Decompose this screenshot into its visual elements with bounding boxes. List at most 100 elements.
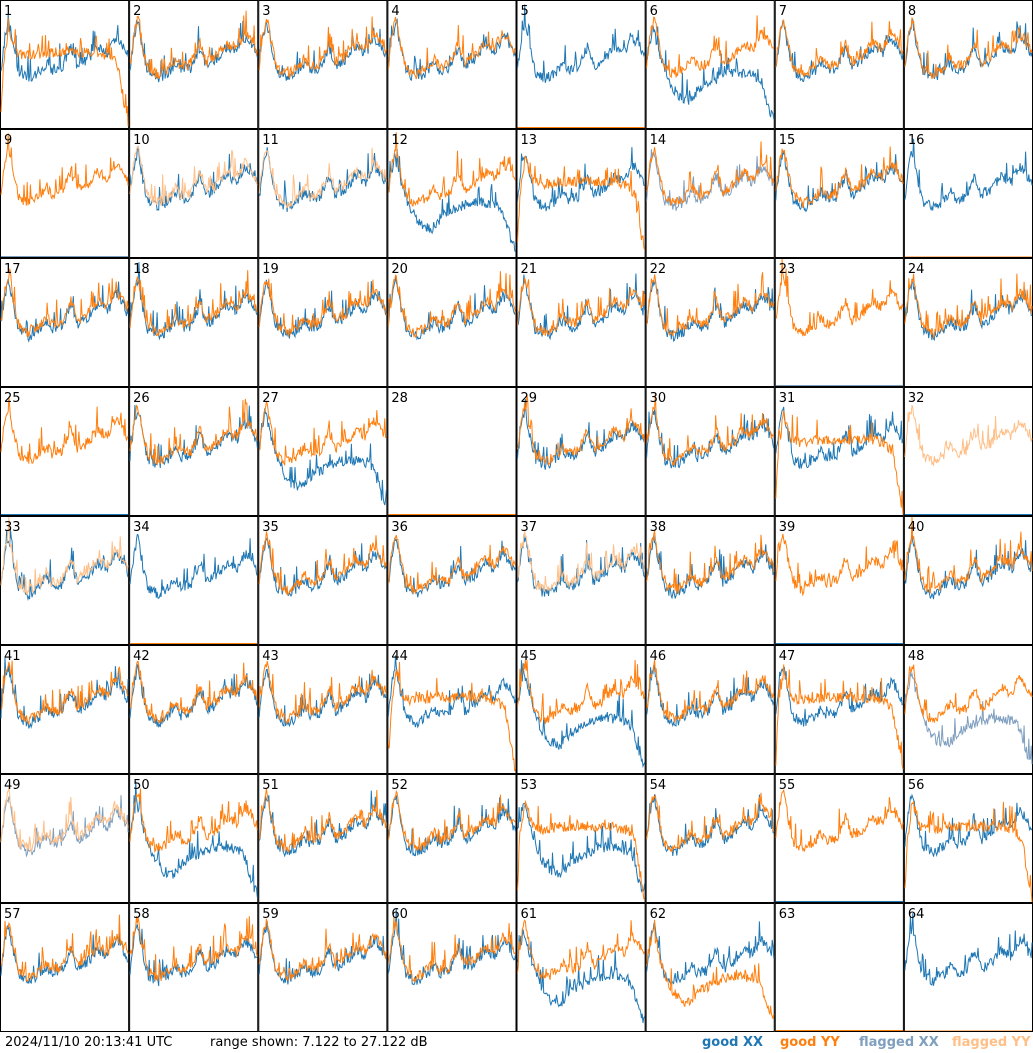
panel-43: 43 xyxy=(258,645,388,774)
series-yy-line xyxy=(775,258,904,337)
panel-9: 9 xyxy=(0,129,130,258)
panel-39: 39 xyxy=(774,516,904,645)
panel-24: 24 xyxy=(903,258,1033,387)
panel-16: 16 xyxy=(903,129,1033,258)
panel-label: 29 xyxy=(521,391,538,406)
series-yy-line xyxy=(129,145,258,206)
series-yy-line xyxy=(904,801,1033,903)
panel-label: 56 xyxy=(908,778,925,793)
panel-frame xyxy=(903,258,1033,387)
panel-48: 48 xyxy=(903,645,1033,774)
panel-36: 36 xyxy=(387,516,517,645)
series-yy-line xyxy=(775,410,904,515)
series-yy-line xyxy=(388,132,516,207)
series-yy-line xyxy=(387,916,516,983)
series-yy-line xyxy=(258,16,387,79)
series-yy-line xyxy=(517,799,646,900)
panel-label: 10 xyxy=(133,133,150,148)
panel-label: 2 xyxy=(133,4,141,19)
panel-frame xyxy=(645,0,775,129)
series-xx-line xyxy=(129,145,258,212)
panel-label: 30 xyxy=(650,391,667,406)
panel-label: 27 xyxy=(262,391,279,406)
series-yy-line xyxy=(258,147,387,209)
panel-label: 23 xyxy=(779,262,796,277)
panel-12: 12 xyxy=(387,129,517,258)
panel-frame xyxy=(129,516,259,645)
panel-label: 60 xyxy=(391,907,408,922)
panel-34: 34 xyxy=(129,516,259,645)
panel-frame xyxy=(387,516,517,645)
panel-label: 64 xyxy=(908,907,925,922)
panel-33: 33 xyxy=(0,516,130,645)
panel-37: 37 xyxy=(516,516,646,645)
panel-59: 59 xyxy=(258,903,388,1032)
panel-60: 60 xyxy=(387,903,517,1032)
series-xx-line xyxy=(387,148,516,252)
panel-frame xyxy=(774,129,904,258)
panel-32: 32 xyxy=(903,387,1033,516)
panel-19: 19 xyxy=(258,258,388,387)
panel-label: 50 xyxy=(133,778,150,793)
series-xx-line xyxy=(0,14,129,82)
panel-52: 52 xyxy=(387,774,517,903)
panel-label: 61 xyxy=(521,907,538,922)
panel-label: 6 xyxy=(650,4,658,19)
panel-label: 20 xyxy=(391,262,408,277)
panel-label: 55 xyxy=(779,778,796,793)
panel-label: 21 xyxy=(521,262,538,277)
panel-label: 13 xyxy=(521,133,538,148)
panel-frame xyxy=(258,516,388,645)
panel-label: 38 xyxy=(650,520,667,535)
series-xx-line xyxy=(129,262,258,341)
panel-49: 49 xyxy=(0,774,130,903)
panel-label: 22 xyxy=(650,262,667,277)
panel-label: 43 xyxy=(262,649,279,664)
timestamp-label: 2024/11/10 20:13:41 UTC xyxy=(5,1035,173,1050)
panel-frame xyxy=(129,774,259,903)
panel-label: 32 xyxy=(908,391,925,406)
panel-1: 1 xyxy=(0,0,130,129)
series-xx-line xyxy=(129,533,258,599)
series-xx-line xyxy=(646,665,775,728)
panel-45: 45 xyxy=(516,645,646,774)
panel-frame xyxy=(129,387,259,516)
panel-label: 9 xyxy=(4,133,12,148)
panel-frame xyxy=(387,387,517,516)
panel-label: 39 xyxy=(779,520,796,535)
panel-64: 64 xyxy=(903,903,1033,1032)
series-yy-line xyxy=(904,405,1033,466)
panel-31: 31 xyxy=(774,387,904,516)
panel-5: 5 xyxy=(516,0,646,129)
panel-label: 26 xyxy=(133,391,150,406)
series-yy-line xyxy=(517,394,646,467)
legend-good-yy: good YY xyxy=(780,1035,840,1050)
series-yy-line xyxy=(517,278,646,336)
panel-frame xyxy=(645,129,775,258)
panel-label: 52 xyxy=(391,778,408,793)
panel-frame xyxy=(0,0,130,129)
panel-26: 26 xyxy=(129,387,259,516)
panel-22: 22 xyxy=(645,258,775,387)
panel-label: 8 xyxy=(908,4,916,19)
panel-label: 18 xyxy=(133,262,150,277)
panel-label: 5 xyxy=(521,4,529,19)
panel-label: 24 xyxy=(908,262,925,277)
panel-38: 38 xyxy=(645,516,775,645)
series-yy-line xyxy=(0,516,129,595)
series-yy-line xyxy=(0,787,129,854)
series-yy-line xyxy=(904,516,1033,594)
series-yy-line xyxy=(646,530,775,594)
panel-55: 55 xyxy=(774,774,904,903)
series-yy-line xyxy=(775,18,904,77)
series-yy-line xyxy=(387,789,516,852)
series-xx-line xyxy=(387,276,516,341)
panel-8: 8 xyxy=(903,0,1033,129)
panel-frame xyxy=(516,258,646,387)
panel-label: 62 xyxy=(650,907,667,922)
panel-frame xyxy=(387,903,517,1032)
panel-label: 25 xyxy=(4,391,21,406)
panel-label: 42 xyxy=(133,649,150,664)
panel-frame xyxy=(258,387,388,516)
